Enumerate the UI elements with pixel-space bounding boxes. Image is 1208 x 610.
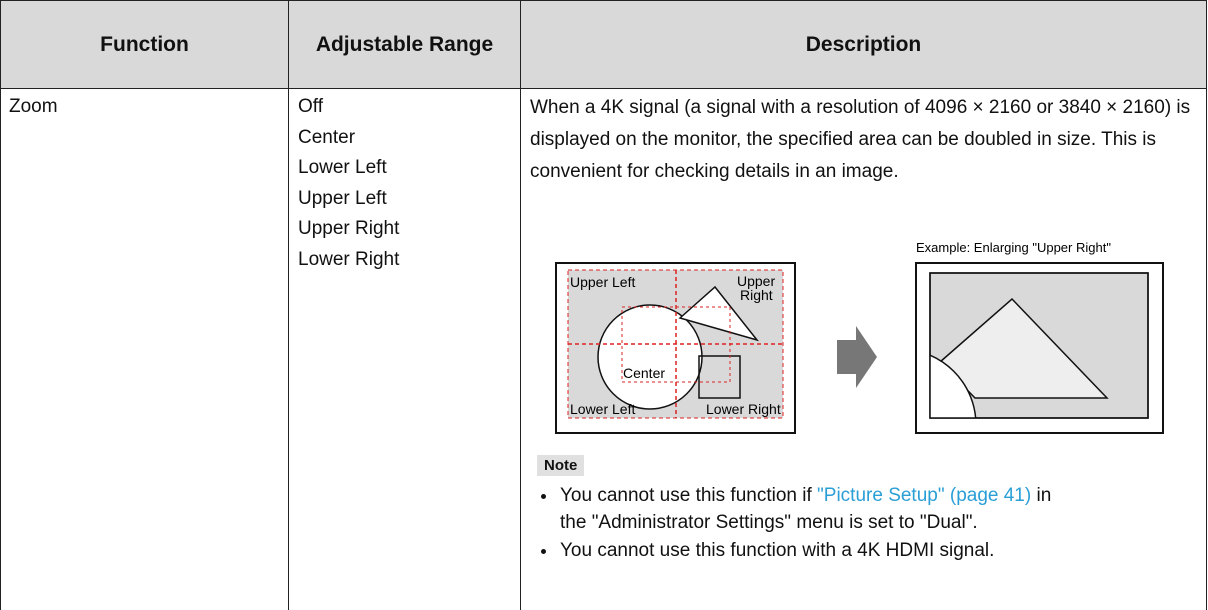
border xyxy=(0,88,1207,89)
circle-zoomed xyxy=(930,354,977,418)
range-option: Lower Right xyxy=(298,248,400,270)
border xyxy=(288,0,289,610)
border xyxy=(0,0,1207,1)
area-label: Center xyxy=(623,365,665,381)
range-cell: Off Center Lower Left Upper Left Upper Right… xyxy=(298,92,399,275)
range-option: Upper Left xyxy=(298,187,387,209)
bullet xyxy=(541,549,546,554)
border xyxy=(1206,0,1207,610)
center-area xyxy=(621,306,731,383)
area-label: Upper Left xyxy=(570,274,635,290)
square-shape xyxy=(698,355,741,399)
area-label: Upper xyxy=(737,273,775,289)
note-item: You cannot use this function with a 4K H… xyxy=(560,540,995,561)
border xyxy=(0,0,1,610)
header-cell: Description xyxy=(521,0,1206,88)
border xyxy=(520,0,521,610)
range-option: Off xyxy=(298,96,323,117)
header-cell: Function xyxy=(1,0,288,88)
range-option: Upper Right xyxy=(298,218,400,239)
note-text: You cannot use this function if xyxy=(560,485,818,506)
note-label: Note xyxy=(537,455,585,476)
header-cell: Adjustable Range xyxy=(289,0,520,88)
note-text: in the "Administrator Settings" menu is … xyxy=(560,485,1052,533)
arrow xyxy=(837,326,877,388)
area-label: Lower Left xyxy=(570,401,635,417)
result-border xyxy=(929,272,1149,419)
range-option: Lower Left xyxy=(298,157,387,178)
link[interactable]: "Picture Setup" (page 41) xyxy=(817,485,1032,506)
description: When a 4K signal (a signal with a resolu… xyxy=(530,97,1191,182)
area-label: Lower Right xyxy=(706,401,781,417)
range-option: Center xyxy=(298,126,356,148)
function-cell: Zoom xyxy=(9,96,58,117)
note-item: You cannot use this function if "Picture… xyxy=(560,482,1080,536)
triangle-shape xyxy=(678,285,760,342)
caption: Example: Enlarging "Upper Right" xyxy=(916,240,1111,255)
bullet xyxy=(541,494,546,499)
area-label: Right xyxy=(740,287,773,303)
